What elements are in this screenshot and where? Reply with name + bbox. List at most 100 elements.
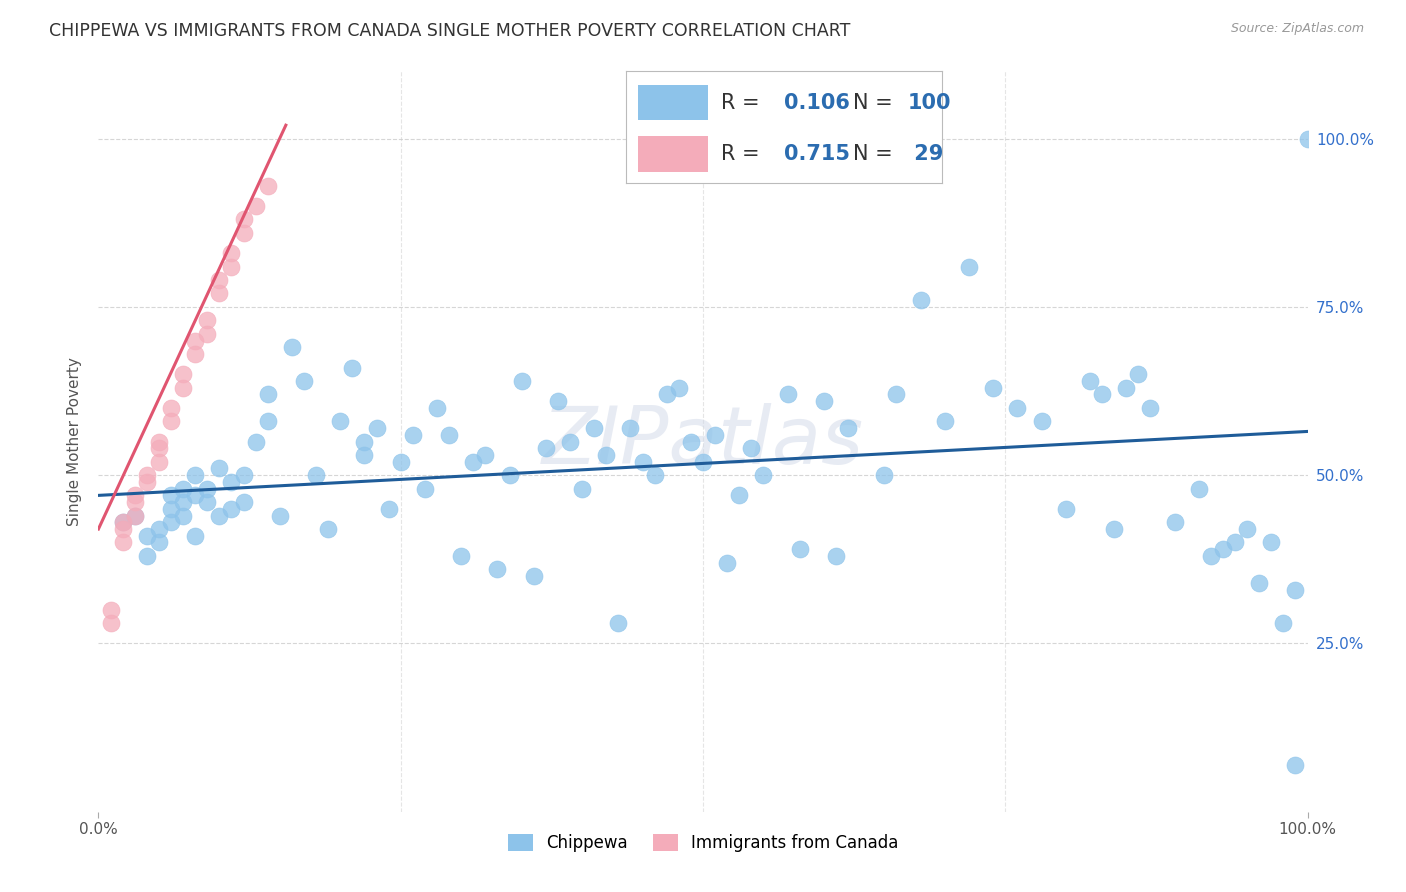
Point <box>413 482 436 496</box>
Point <box>776 387 799 401</box>
Point <box>981 381 1004 395</box>
Point <box>172 368 194 382</box>
Point <box>245 434 267 449</box>
Point <box>256 414 278 428</box>
Point <box>135 468 157 483</box>
Point <box>135 549 157 563</box>
Point <box>232 226 254 240</box>
Point <box>160 414 183 428</box>
Point <box>124 488 146 502</box>
Point <box>269 508 291 523</box>
Point <box>172 381 194 395</box>
Point <box>195 326 218 341</box>
Point <box>1139 401 1161 415</box>
Point <box>873 468 896 483</box>
Point <box>366 421 388 435</box>
Point <box>668 381 690 395</box>
Legend: Chippewa, Immigrants from Canada: Chippewa, Immigrants from Canada <box>501 828 905 859</box>
Bar <box>638 136 709 171</box>
Point <box>208 508 231 523</box>
Point <box>281 340 304 354</box>
Point <box>692 455 714 469</box>
Point <box>353 448 375 462</box>
Point <box>1128 368 1150 382</box>
Point <box>100 616 122 631</box>
Point <box>886 387 908 401</box>
Point <box>910 293 932 308</box>
Point <box>752 468 775 483</box>
Text: 100: 100 <box>907 93 950 112</box>
Point <box>184 334 207 348</box>
Point <box>619 421 641 435</box>
Point <box>184 529 207 543</box>
Point <box>195 482 218 496</box>
Y-axis label: Single Mother Poverty: Single Mother Poverty <box>67 357 83 526</box>
Point <box>124 508 146 523</box>
Text: R =: R = <box>721 144 766 164</box>
Point <box>1249 575 1271 590</box>
Text: 0.106: 0.106 <box>785 93 849 112</box>
Point <box>1284 582 1306 597</box>
Point <box>450 549 472 563</box>
Point <box>716 556 738 570</box>
Point <box>245 199 267 213</box>
Point <box>1260 535 1282 549</box>
Point <box>377 501 399 516</box>
Point <box>728 488 751 502</box>
Point <box>111 516 134 530</box>
Point <box>305 468 328 483</box>
Point <box>221 246 243 260</box>
Point <box>704 427 727 442</box>
Point <box>679 434 702 449</box>
Point <box>256 178 278 193</box>
Text: 29: 29 <box>907 144 943 164</box>
Point <box>232 495 254 509</box>
Point <box>232 212 254 227</box>
Point <box>184 468 207 483</box>
Point <box>208 286 231 301</box>
Text: ZIPatlas: ZIPatlas <box>541 402 865 481</box>
Point <box>837 421 859 435</box>
Point <box>631 455 654 469</box>
Point <box>111 522 134 536</box>
Point <box>172 508 194 523</box>
Point <box>195 495 218 509</box>
Point <box>1236 522 1258 536</box>
Text: Source: ZipAtlas.com: Source: ZipAtlas.com <box>1230 22 1364 36</box>
Point <box>111 535 134 549</box>
Text: CHIPPEWA VS IMMIGRANTS FROM CANADA SINGLE MOTHER POVERTY CORRELATION CHART: CHIPPEWA VS IMMIGRANTS FROM CANADA SINGL… <box>49 22 851 40</box>
Point <box>1272 616 1295 631</box>
Text: N =: N = <box>853 144 900 164</box>
Text: N =: N = <box>853 93 900 112</box>
Point <box>934 414 956 428</box>
Point <box>1199 549 1222 563</box>
Point <box>135 529 157 543</box>
Point <box>208 273 231 287</box>
Point <box>148 434 170 449</box>
Point <box>1115 381 1137 395</box>
Point <box>160 401 183 415</box>
Point <box>789 542 811 557</box>
Point <box>342 360 364 375</box>
Point <box>353 434 375 449</box>
Point <box>316 522 339 536</box>
Point <box>148 455 170 469</box>
Point <box>644 468 666 483</box>
Point <box>740 442 762 456</box>
Point <box>1296 131 1319 145</box>
Point <box>329 414 352 428</box>
Point <box>148 535 170 549</box>
Point <box>534 442 557 456</box>
Point <box>523 569 546 583</box>
Point <box>1284 757 1306 772</box>
Point <box>402 427 425 442</box>
Point <box>172 482 194 496</box>
Point <box>583 421 606 435</box>
Point <box>957 260 980 274</box>
Point <box>1212 542 1234 557</box>
Point <box>1223 535 1246 549</box>
Point <box>474 448 496 462</box>
Point <box>607 616 630 631</box>
Point <box>486 562 509 576</box>
Point <box>292 374 315 388</box>
